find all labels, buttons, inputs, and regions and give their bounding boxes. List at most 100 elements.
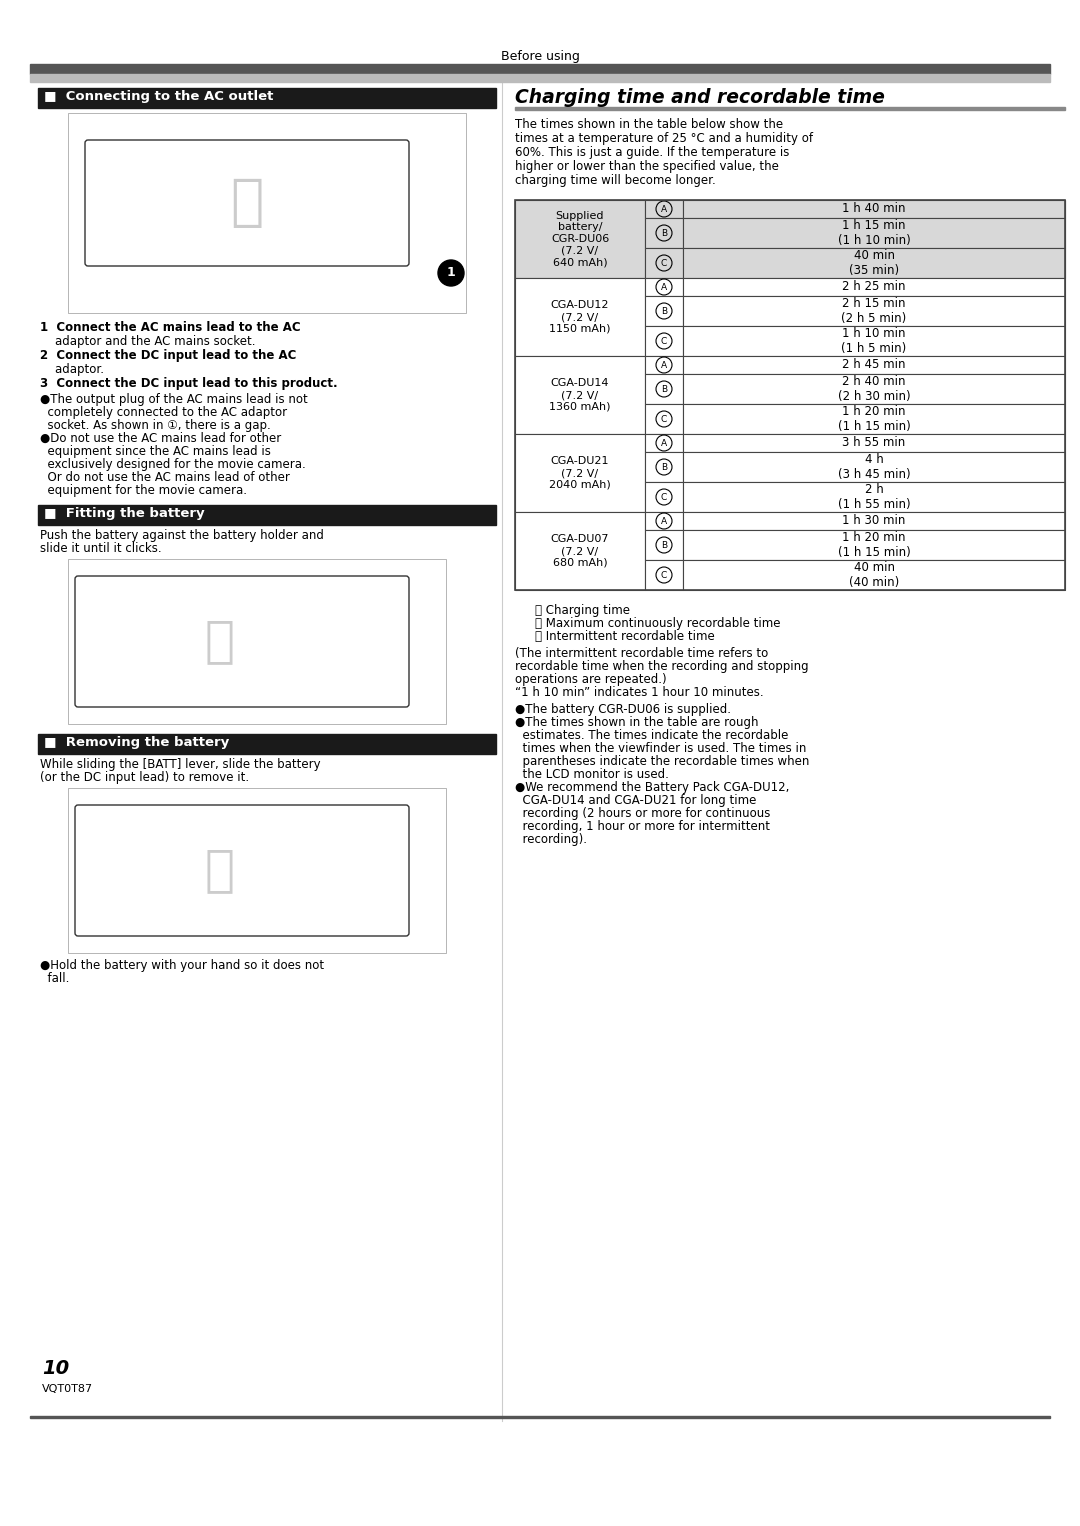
Bar xyxy=(645,374,683,404)
Bar xyxy=(683,482,1065,513)
Bar xyxy=(645,404,683,433)
Bar xyxy=(515,278,645,356)
Bar xyxy=(683,513,1065,530)
Text: 1 h 20 min
(1 h 15 min): 1 h 20 min (1 h 15 min) xyxy=(838,531,910,559)
Text: B: B xyxy=(661,229,667,238)
FancyBboxPatch shape xyxy=(68,787,446,954)
Text: CGA-DU14
(7.2 V/
1360 mAh): CGA-DU14 (7.2 V/ 1360 mAh) xyxy=(550,378,611,412)
Bar xyxy=(515,356,1065,433)
Bar xyxy=(515,200,1065,278)
Text: recording, 1 hour or more for intermittent: recording, 1 hour or more for intermitte… xyxy=(515,819,770,833)
Bar xyxy=(515,278,1065,356)
Text: ●The times shown in the table are rough: ●The times shown in the table are rough xyxy=(515,716,758,729)
Text: Push the battery against the battery holder and: Push the battery against the battery hol… xyxy=(40,530,324,542)
Text: 4 h
(3 h 45 min): 4 h (3 h 45 min) xyxy=(838,453,910,481)
Text: CGA-DU12
(7.2 V/
1150 mAh): CGA-DU12 (7.2 V/ 1150 mAh) xyxy=(550,301,611,334)
Text: 1  Connect the AC mains lead to the AC: 1 Connect the AC mains lead to the AC xyxy=(40,320,300,334)
Bar xyxy=(645,218,683,249)
Bar xyxy=(515,200,1065,591)
Bar xyxy=(683,249,1065,278)
Text: recordable time when the recording and stopping: recordable time when the recording and s… xyxy=(515,661,809,673)
Text: “1 h 10 min” indicates 1 hour 10 minutes.: “1 h 10 min” indicates 1 hour 10 minutes… xyxy=(515,687,764,699)
Text: C: C xyxy=(661,493,667,502)
Bar xyxy=(683,218,1065,249)
Text: completely connected to the AC adaptor: completely connected to the AC adaptor xyxy=(40,406,287,420)
Text: ■  Connecting to the AC outlet: ■ Connecting to the AC outlet xyxy=(44,90,273,102)
Text: B: B xyxy=(661,385,667,394)
Text: ●Hold the battery with your hand so it does not: ●Hold the battery with your hand so it d… xyxy=(40,958,324,972)
Bar xyxy=(30,73,1050,82)
Text: 10: 10 xyxy=(42,1360,69,1378)
Text: C: C xyxy=(661,337,667,345)
Text: A: A xyxy=(661,516,667,525)
Text: VQT0T87: VQT0T87 xyxy=(42,1384,93,1393)
Text: (The intermittent recordable time refers to: (The intermittent recordable time refers… xyxy=(515,647,768,661)
Bar xyxy=(38,89,496,108)
Text: ■  Removing the battery: ■ Removing the battery xyxy=(44,736,229,749)
Text: Before using: Before using xyxy=(500,50,580,63)
Bar xyxy=(683,327,1065,356)
Text: ●The battery CGR-DU06 is supplied.: ●The battery CGR-DU06 is supplied. xyxy=(515,703,731,716)
Bar xyxy=(515,356,645,433)
Text: C: C xyxy=(661,258,667,267)
Text: charging time will become longer.: charging time will become longer. xyxy=(515,174,716,188)
Text: times when the viewfinder is used. The times in: times when the viewfinder is used. The t… xyxy=(515,742,807,755)
Text: socket. As shown in ①, there is a gap.: socket. As shown in ①, there is a gap. xyxy=(40,420,271,432)
Text: times at a temperature of 25 °C and a humidity of: times at a temperature of 25 °C and a hu… xyxy=(515,133,813,145)
Bar xyxy=(645,356,683,374)
Bar xyxy=(30,1416,1050,1418)
Bar xyxy=(683,374,1065,404)
Bar xyxy=(645,249,683,278)
Text: ●Do not use the AC mains lead for other: ●Do not use the AC mains lead for other xyxy=(40,432,281,446)
Bar xyxy=(515,513,1065,591)
Text: A: A xyxy=(661,360,667,369)
Bar xyxy=(515,433,1065,513)
Bar xyxy=(645,296,683,327)
Text: 1 h 30 min: 1 h 30 min xyxy=(842,514,906,528)
Text: ●We recommend the Battery Pack CGA-DU12,: ●We recommend the Battery Pack CGA-DU12, xyxy=(515,781,789,794)
Text: 1 h 10 min
(1 h 5 min): 1 h 10 min (1 h 5 min) xyxy=(841,327,906,356)
Text: (or the DC input lead) to remove it.: (or the DC input lead) to remove it. xyxy=(40,771,249,784)
Text: 1 h 20 min
(1 h 15 min): 1 h 20 min (1 h 15 min) xyxy=(838,404,910,433)
Text: 1: 1 xyxy=(447,266,456,279)
Bar xyxy=(645,513,683,530)
Bar xyxy=(645,278,683,296)
Text: 40 min
(35 min): 40 min (35 min) xyxy=(849,249,899,278)
Text: exclusively designed for the movie camera.: exclusively designed for the movie camer… xyxy=(40,458,306,472)
Text: fall.: fall. xyxy=(40,972,69,984)
Text: CGA-DU14 and CGA-DU21 for long time: CGA-DU14 and CGA-DU21 for long time xyxy=(515,794,756,807)
Text: 📷: 📷 xyxy=(204,847,234,894)
Text: C: C xyxy=(661,415,667,424)
Text: 2 h 25 min: 2 h 25 min xyxy=(842,281,906,293)
Text: slide it until it clicks.: slide it until it clicks. xyxy=(40,542,162,555)
Text: 2 h 45 min: 2 h 45 min xyxy=(842,359,906,371)
Bar xyxy=(683,452,1065,482)
Text: B: B xyxy=(661,462,667,472)
Text: equipment for the movie camera.: equipment for the movie camera. xyxy=(40,484,247,497)
Bar xyxy=(515,433,645,513)
Bar xyxy=(683,296,1065,327)
Text: While sliding the [BATT] lever, slide the battery: While sliding the [BATT] lever, slide th… xyxy=(40,758,321,771)
Text: the LCD monitor is used.: the LCD monitor is used. xyxy=(515,768,669,781)
Text: 3  Connect the DC input lead to this product.: 3 Connect the DC input lead to this prod… xyxy=(40,377,338,391)
Text: adaptor.: adaptor. xyxy=(40,363,104,375)
Text: CGA-DU21
(7.2 V/
2040 mAh): CGA-DU21 (7.2 V/ 2040 mAh) xyxy=(549,456,611,490)
Text: adaptor and the AC mains socket.: adaptor and the AC mains socket. xyxy=(40,336,256,348)
Text: A: A xyxy=(661,438,667,447)
Text: ●The output plug of the AC mains lead is not: ●The output plug of the AC mains lead is… xyxy=(40,394,308,406)
Text: B: B xyxy=(661,307,667,316)
Text: 60%. This is just a guide. If the temperature is: 60%. This is just a guide. If the temper… xyxy=(515,146,789,159)
Bar xyxy=(515,107,1065,110)
Text: C: C xyxy=(661,571,667,580)
Text: Charging time and recordable time: Charging time and recordable time xyxy=(515,89,885,107)
Bar xyxy=(683,278,1065,296)
Bar xyxy=(645,482,683,513)
Text: higher or lower than the specified value, the: higher or lower than the specified value… xyxy=(515,160,779,172)
Text: operations are repeated.): operations are repeated.) xyxy=(515,673,666,687)
Bar xyxy=(683,560,1065,591)
Text: Ⓐ Charging time: Ⓐ Charging time xyxy=(535,604,630,617)
Text: A: A xyxy=(661,282,667,291)
Text: 2 h
(1 h 55 min): 2 h (1 h 55 min) xyxy=(838,484,910,511)
Text: parentheses indicate the recordable times when: parentheses indicate the recordable time… xyxy=(515,755,809,768)
Text: estimates. The times indicate the recordable: estimates. The times indicate the record… xyxy=(515,729,788,742)
